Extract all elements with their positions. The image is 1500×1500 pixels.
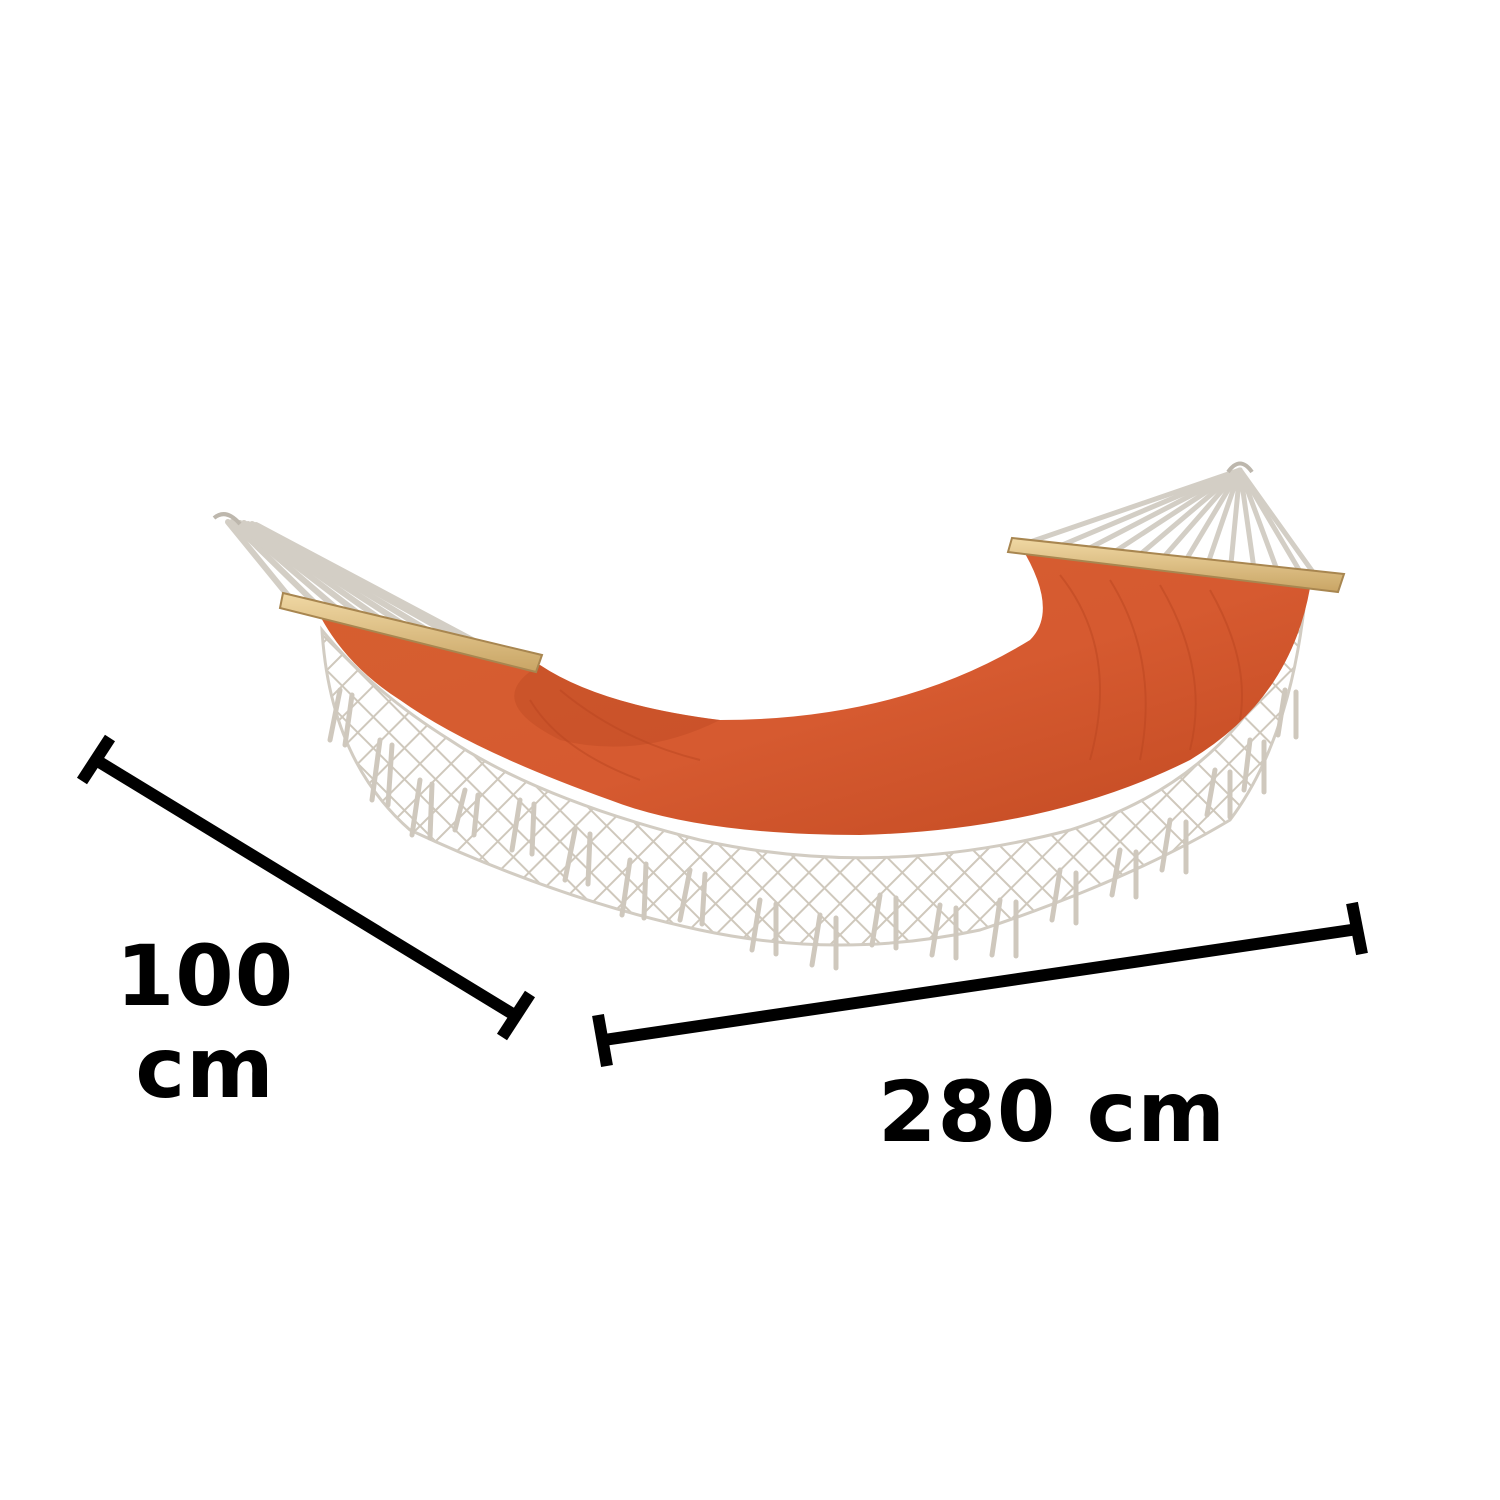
length-dimension-label: 280 cm [878, 1063, 1226, 1161]
fringe-net [320, 599, 1307, 971]
length-dimension-line [592, 901, 1368, 1068]
width-unit: cm [135, 1019, 275, 1117]
hammock-fabric [318, 545, 1310, 835]
right-spreader-bar [1006, 536, 1346, 594]
width-dimension-line [76, 734, 536, 1041]
right-hanging-loop [1226, 461, 1254, 474]
width-dimension-label: 100 cm [100, 930, 310, 1114]
right-end-ropes [1027, 467, 1323, 585]
left-spreader-bar [278, 591, 544, 674]
width-value: 100 [115, 927, 295, 1025]
fabric-inner-shade [514, 665, 720, 747]
left-hanging-loop [212, 512, 242, 526]
fabric-folds [529, 574, 1243, 781]
